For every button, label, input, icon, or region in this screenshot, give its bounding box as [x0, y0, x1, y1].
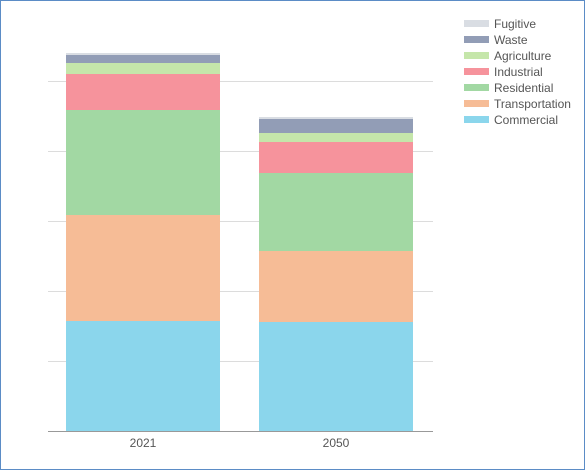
bar-2021-agriculture[interactable]: [66, 63, 220, 74]
legend-item-transportation[interactable]: Transportation: [464, 97, 571, 111]
legend-label-fugitive: Fugitive: [494, 17, 536, 31]
bar-2050-waste[interactable]: [259, 119, 413, 133]
legend-item-commercial[interactable]: Commercial: [464, 113, 558, 127]
legend-swatch-industrial: [464, 68, 489, 75]
legend-swatch-commercial: [464, 116, 489, 123]
legend-label-industrial: Industrial: [494, 65, 543, 79]
bar-2021-transportation[interactable]: [66, 215, 220, 321]
bar-2021-commercial[interactable]: [66, 321, 220, 431]
bar-2021-industrial[interactable]: [66, 74, 220, 110]
legend-item-fugitive[interactable]: Fugitive: [464, 17, 536, 31]
bar-2050-industrial[interactable]: [259, 142, 413, 173]
bar-2050-agriculture[interactable]: [259, 133, 413, 142]
legend: Fugitive Waste Agriculture Industrial Reside…: [464, 17, 571, 127]
legend-swatch-waste: [464, 36, 489, 43]
legend-label-residential: Residential: [494, 81, 553, 95]
legend-swatch-transportation: [464, 100, 489, 107]
legend-swatch-agriculture: [464, 52, 489, 59]
x-axis: 2021 2050: [48, 431, 433, 450]
bars: [66, 53, 413, 431]
legend-label-agriculture: Agriculture: [494, 49, 552, 63]
x-tick-label-2050: 2050: [323, 436, 350, 450]
bar-2050-residential[interactable]: [259, 173, 413, 251]
bar-2050-commercial[interactable]: [259, 322, 413, 431]
bar-2050-transportation[interactable]: [259, 251, 413, 322]
legend-item-industrial[interactable]: Industrial: [464, 65, 543, 79]
bar-2021-residential[interactable]: [66, 110, 220, 215]
legend-label-commercial: Commercial: [494, 113, 558, 127]
bar-2021-waste[interactable]: [66, 55, 220, 63]
bar-2050-fugitive[interactable]: [259, 117, 413, 119]
legend-label-waste: Waste: [494, 33, 528, 47]
legend-swatch-fugitive: [464, 20, 489, 27]
legend-item-waste[interactable]: Waste: [464, 33, 528, 47]
legend-item-residential[interactable]: Residential: [464, 81, 553, 95]
x-tick-label-2021: 2021: [130, 436, 157, 450]
bar-2021-fugitive[interactable]: [66, 53, 220, 55]
legend-label-transportation: Transportation: [494, 97, 571, 111]
legend-item-agriculture[interactable]: Agriculture: [464, 49, 552, 63]
legend-swatch-residential: [464, 84, 489, 91]
